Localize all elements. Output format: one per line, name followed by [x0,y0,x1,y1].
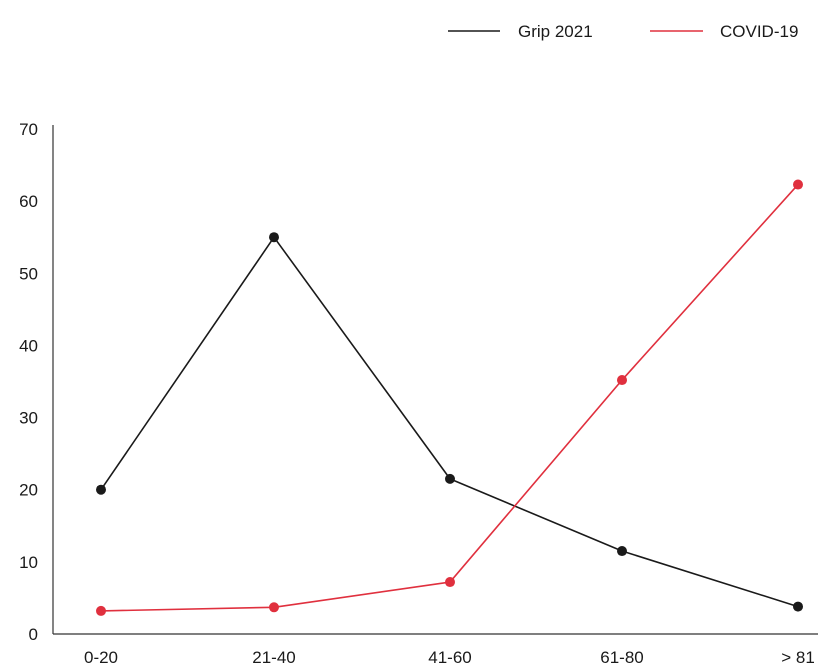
y-tick-label: 50 [19,264,38,283]
x-axis-ticks: 0-20 21-40 41-60 61-80 > 81 [84,648,815,667]
data-point-grip-2021 [445,473,455,484]
data-point-grip-2021 [617,546,627,557]
x-tick-label: 61-80 [600,648,643,667]
data-point-covid-19 [445,577,455,588]
legend-label-covid-19: COVID-19 [720,22,798,41]
data-point-covid-19 [269,602,279,613]
x-tick-label: 21-40 [252,648,295,667]
y-tick-label: 60 [19,192,38,211]
data-point-covid-19 [793,179,803,190]
y-tick-label: 30 [19,409,38,428]
y-tick-label: 10 [19,553,38,572]
x-tick-label: 41-60 [428,648,471,667]
data-point-grip-2021 [793,601,803,612]
series-line-grip-2021 [100,236,799,608]
data-point-covid-19 [617,375,627,386]
legend: Grip 2021 COVID-19 [448,22,798,41]
y-axis-ticks: 0 10 20 30 40 50 60 70 [19,120,38,644]
y-tick-label: 20 [19,481,38,500]
y-tick-label: 70 [19,120,38,139]
x-tick-label: 0-20 [84,648,118,667]
x-tick-label: > 81 [781,648,815,667]
legend-label-grip-2021: Grip 2021 [518,22,593,41]
data-point-grip-2021 [96,484,106,495]
series-line-covid-19 [100,184,799,612]
series-layer [96,179,803,616]
data-point-covid-19 [96,605,106,616]
data-point-grip-2021 [269,232,279,243]
y-tick-label: 0 [29,625,38,644]
y-tick-label: 40 [19,336,38,355]
